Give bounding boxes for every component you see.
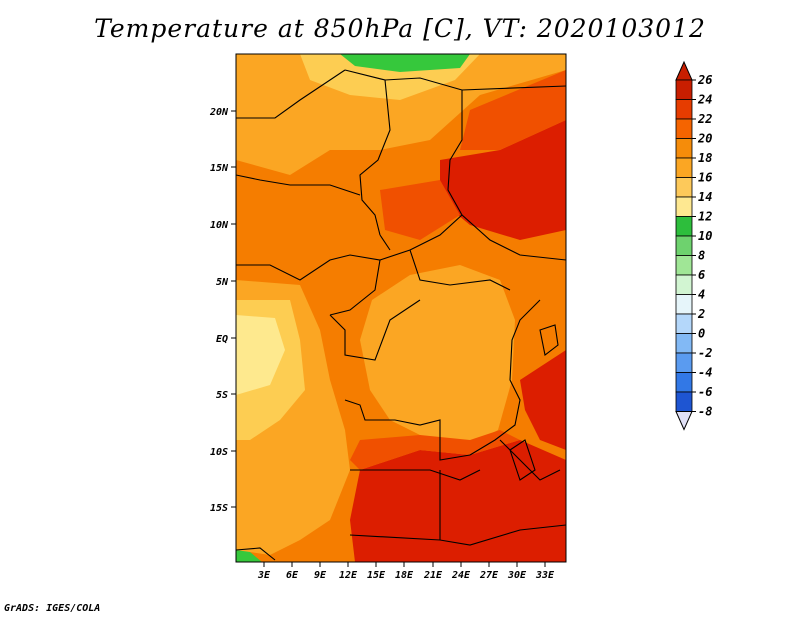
border-line	[344, 399, 471, 461]
colorbar-label: 22	[697, 112, 712, 126]
lat-tick-label: 5N	[216, 277, 229, 288]
border-line	[349, 524, 566, 546]
lon-tick-label: 24E	[451, 570, 471, 581]
colorbar-swatch	[675, 99, 693, 120]
grads-credit: GrADS: IGES/COLA	[4, 603, 101, 614]
temperature-field	[236, 54, 566, 562]
colorbar-label: 14	[698, 190, 712, 204]
lon-tick-label: 21E	[423, 570, 443, 581]
colorbar-label: 2	[697, 307, 705, 321]
lat-tick-label: EQ	[216, 334, 228, 345]
map-title: Temperature at 850hPa [C], VT: 202010301…	[94, 14, 706, 43]
border-line	[236, 214, 566, 281]
lon-tick-label: 30E	[507, 570, 527, 581]
lat-tick-label: 20N	[209, 107, 229, 118]
lon-tick-label: 9E	[314, 570, 327, 581]
colorbar-label: -4	[698, 366, 712, 380]
colorbar-swatch	[675, 352, 693, 373]
lat-tick-label: 15N	[210, 163, 229, 174]
lake-outline	[539, 324, 559, 356]
border-line	[344, 69, 391, 236]
map-frame	[235, 53, 567, 563]
lat-tick-label: 15S	[210, 503, 228, 514]
colorbar-swatch	[675, 138, 693, 159]
colorbar-swatch	[675, 372, 693, 393]
field-ne-22-24	[460, 70, 566, 150]
border-line	[236, 69, 346, 119]
colorbar-label: 10	[698, 229, 712, 243]
field-chad-22-24	[380, 180, 460, 240]
coastline	[236, 547, 276, 561]
field-north-18-20	[236, 54, 566, 175]
lat-tick-marks	[231, 110, 236, 508]
lon-tick-label: 18E	[395, 570, 414, 581]
colorbar-label: 18	[698, 151, 712, 165]
colorbar-top-arrow	[675, 60, 693, 81]
colorbar-label: 8	[698, 249, 705, 263]
field-basin-18-20	[360, 265, 515, 445]
colorbar-swatch	[675, 118, 693, 139]
country-borders	[236, 69, 566, 561]
colorbar-swatch	[675, 333, 693, 354]
colorbar-label: -8	[698, 405, 712, 419]
lon-tick-label: 12E	[339, 570, 358, 581]
colorbar-swatch	[675, 294, 693, 315]
border-line	[236, 174, 361, 196]
colorbar-swatch	[675, 157, 693, 178]
lake-outline	[509, 439, 536, 481]
lon-tick-marks	[263, 562, 546, 567]
colorbar-label: -2	[698, 346, 712, 360]
lon-tick-label: 6E	[286, 570, 299, 581]
lat-tick-label: 10S	[210, 447, 228, 458]
colorbar-label: 4	[698, 288, 705, 302]
colorbar-swatch	[675, 313, 693, 334]
colorbar-label: 26	[697, 73, 712, 87]
field-sw-12-14	[236, 548, 262, 562]
colorbar-label: 0	[698, 327, 705, 341]
lon-tick-label: 3E	[257, 570, 271, 581]
colorbar-swatch	[675, 255, 693, 276]
lat-tick-label: 10N	[210, 220, 229, 231]
lat-tick-label: 5S	[216, 390, 228, 401]
border-line	[329, 259, 381, 316]
border-line	[379, 234, 391, 251]
lon-tick-label: 33E	[535, 570, 555, 581]
colorbar-label: 16	[698, 171, 712, 185]
colorbar-label: -6	[698, 385, 712, 399]
border-line	[469, 299, 541, 456]
field-south-22-24	[350, 430, 520, 470]
field-sudan-24-26	[440, 120, 566, 240]
lon-tick-label: 15E	[367, 570, 386, 581]
field-east-24-26	[520, 350, 566, 450]
colorbar-swatch	[675, 391, 693, 412]
field-westcoast-14-16	[236, 315, 285, 395]
border-line	[409, 249, 511, 291]
colorbar-label: 20	[697, 132, 712, 146]
colorbar-swatch	[675, 235, 693, 256]
colorbar-swatch	[675, 177, 693, 198]
border-line	[329, 299, 421, 361]
colorbar-bottom-arrow	[675, 411, 693, 431]
colorbar-swatch	[675, 274, 693, 295]
border-line	[384, 77, 463, 216]
colorbar-label: 24	[697, 93, 712, 107]
colorbar-swatch	[675, 79, 693, 100]
border-line	[461, 85, 566, 91]
colorbar-swatch	[675, 216, 693, 237]
border-line	[350, 469, 481, 481]
field-north-12-14	[340, 54, 470, 72]
colorbar-label: 6	[698, 268, 705, 282]
colorbar-label: 12	[698, 210, 712, 224]
lon-tick-label: 27E	[479, 570, 499, 581]
colorbar-swatch	[675, 196, 693, 217]
